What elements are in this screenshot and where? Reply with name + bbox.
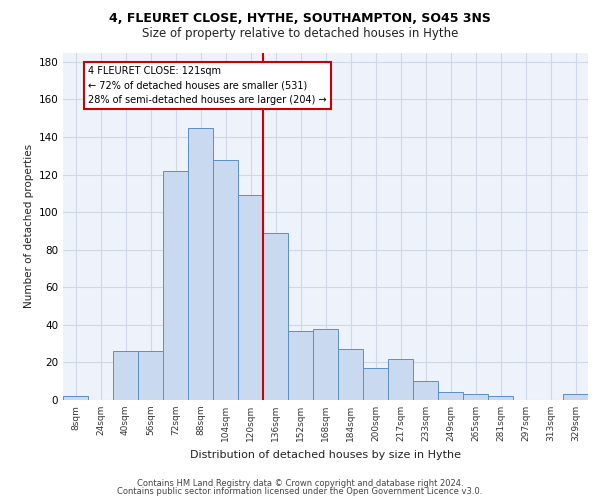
- Bar: [163, 171, 188, 400]
- Bar: [213, 160, 238, 400]
- Bar: [263, 233, 288, 400]
- Bar: [288, 330, 313, 400]
- Bar: [238, 196, 263, 400]
- Bar: [113, 351, 138, 400]
- Text: Contains public sector information licensed under the Open Government Licence v3: Contains public sector information licen…: [118, 487, 482, 496]
- Bar: [438, 392, 463, 400]
- Bar: [388, 358, 413, 400]
- Bar: [63, 396, 88, 400]
- Text: Size of property relative to detached houses in Hythe: Size of property relative to detached ho…: [142, 28, 458, 40]
- Bar: [363, 368, 388, 400]
- Bar: [413, 381, 438, 400]
- Bar: [563, 394, 588, 400]
- Y-axis label: Number of detached properties: Number of detached properties: [24, 144, 34, 308]
- Text: Contains HM Land Registry data © Crown copyright and database right 2024.: Contains HM Land Registry data © Crown c…: [137, 478, 463, 488]
- Bar: [338, 350, 363, 400]
- X-axis label: Distribution of detached houses by size in Hythe: Distribution of detached houses by size …: [190, 450, 461, 460]
- Bar: [313, 328, 338, 400]
- Text: 4, FLEURET CLOSE, HYTHE, SOUTHAMPTON, SO45 3NS: 4, FLEURET CLOSE, HYTHE, SOUTHAMPTON, SO…: [109, 12, 491, 26]
- Text: 4 FLEURET CLOSE: 121sqm
← 72% of detached houses are smaller (531)
28% of semi-d: 4 FLEURET CLOSE: 121sqm ← 72% of detache…: [88, 66, 326, 105]
- Bar: [488, 396, 513, 400]
- Bar: [463, 394, 488, 400]
- Bar: [188, 128, 213, 400]
- Bar: [138, 351, 163, 400]
